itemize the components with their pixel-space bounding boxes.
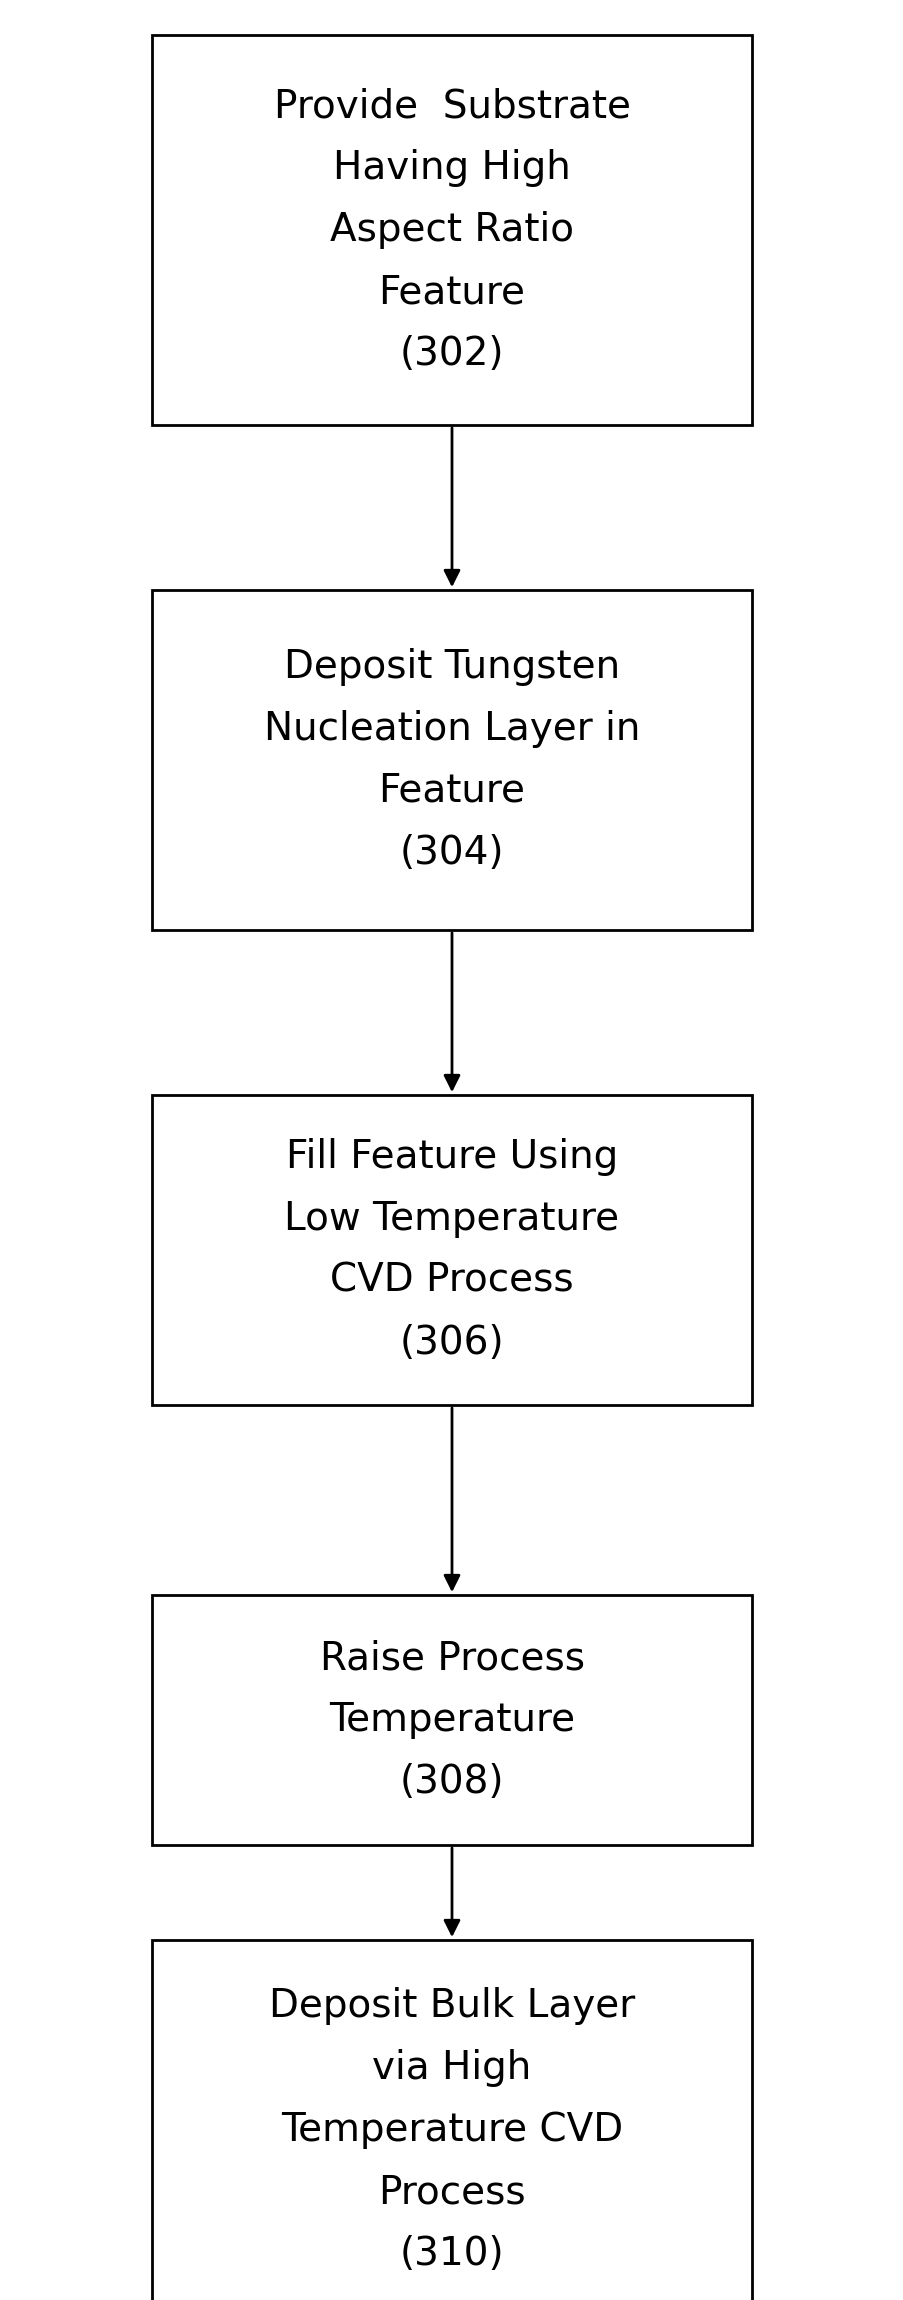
Bar <box>152 1594 751 1845</box>
Text: Provide  Substrate
Having High
Aspect Ratio
Feature
(302): Provide Substrate Having High Aspect Rat… <box>274 87 629 373</box>
Bar <box>152 591 751 929</box>
Text: Deposit Bulk Layer
via High
Temperature CVD
Process
(310): Deposit Bulk Layer via High Temperature … <box>268 1987 635 2272</box>
Bar <box>152 34 751 425</box>
Text: Fill Feature Using
Low Temperature
CVD Process
(306): Fill Feature Using Low Temperature CVD P… <box>284 1138 619 1362</box>
Bar <box>152 1095 751 1405</box>
Bar <box>152 1939 751 2300</box>
Text: Deposit Tungsten
Nucleation Layer in
Feature
(304): Deposit Tungsten Nucleation Layer in Fea… <box>264 649 639 872</box>
Text: Raise Process
Temperature
(308): Raise Process Temperature (308) <box>319 1640 584 1801</box>
